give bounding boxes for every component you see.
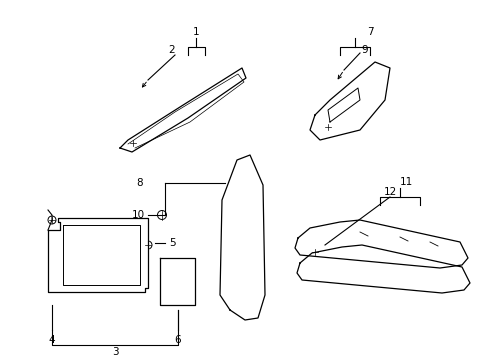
Polygon shape bbox=[160, 258, 195, 305]
Polygon shape bbox=[327, 88, 359, 122]
Polygon shape bbox=[220, 155, 264, 320]
Polygon shape bbox=[120, 68, 245, 152]
Text: 6: 6 bbox=[174, 335, 181, 345]
Text: 9: 9 bbox=[361, 45, 367, 55]
Text: 2: 2 bbox=[168, 45, 175, 55]
Text: 5: 5 bbox=[168, 238, 175, 248]
Text: 4: 4 bbox=[49, 335, 55, 345]
Text: 1: 1 bbox=[192, 27, 199, 37]
Polygon shape bbox=[296, 245, 469, 293]
Polygon shape bbox=[294, 220, 467, 268]
Text: 12: 12 bbox=[383, 187, 396, 197]
Text: 11: 11 bbox=[399, 177, 412, 187]
Polygon shape bbox=[63, 225, 140, 285]
Text: 7: 7 bbox=[366, 27, 372, 37]
Polygon shape bbox=[309, 62, 389, 140]
Text: 8: 8 bbox=[137, 178, 143, 188]
Text: 3: 3 bbox=[111, 347, 118, 357]
Text: 10: 10 bbox=[131, 210, 144, 220]
Polygon shape bbox=[48, 218, 148, 292]
